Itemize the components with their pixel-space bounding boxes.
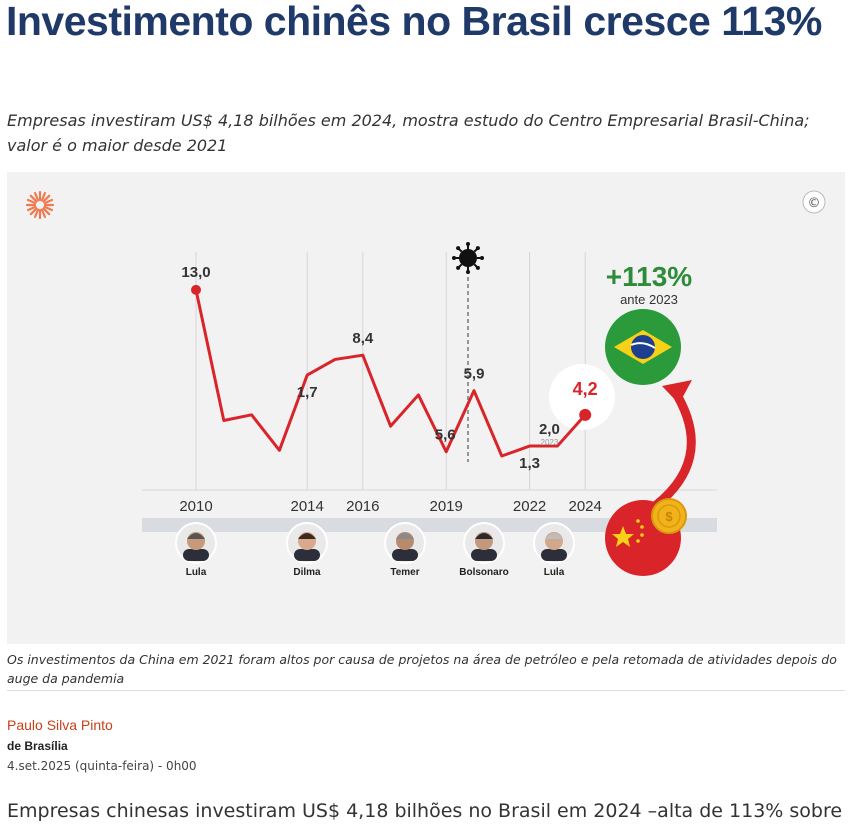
value-label-2014: 1,7: [297, 384, 318, 401]
value-label-2010: 13,0: [181, 264, 210, 281]
presidents-band: [142, 518, 717, 532]
value-label-2022: 1,3: [519, 455, 540, 472]
data-point-2024: [579, 408, 592, 421]
president-lula-4: Lula: [533, 522, 575, 578]
copyright-icon: [802, 190, 826, 214]
virus-icon: [452, 242, 484, 274]
value-label-2020: 5,9: [464, 366, 485, 383]
headline: Investimento chinês no Brasil cresce 113…: [6, 0, 822, 44]
value-label-2019: 5,6: [435, 427, 456, 444]
coin-icon: $: [651, 498, 687, 534]
article-body: Empresas chinesas investiram US$ 4,18 bi…: [7, 800, 848, 822]
x-tick-2019: 2019: [430, 498, 463, 515]
growth-label: +113%: [606, 261, 693, 292]
infographic: © 13,0 1,7 8,4 5,6 5,9 1,3 2,0 2023 4,2 2010 2014…: [7, 172, 845, 644]
president-name: Dilma: [293, 567, 321, 578]
subheadline: Empresas investiram US$ 4,18 bilhões em …: [7, 111, 810, 155]
data-point-2010: [191, 284, 201, 295]
president-dilma-1: Dilma: [286, 522, 328, 578]
author-link[interactable]: Paulo Silva Pinto: [7, 717, 113, 733]
arrow-head-icon: [662, 380, 692, 404]
arrow-icon: [642, 385, 696, 517]
value-label-2016: 8,4: [352, 330, 374, 347]
brazil-flag-icon: [605, 309, 681, 385]
logo-burst-icon: [25, 190, 55, 220]
image-caption: Os investimentos da China em 2021 foram …: [7, 652, 837, 686]
president-name: Temer: [390, 567, 419, 578]
value-label-2023: 2,0: [539, 421, 560, 438]
president-temer-2: Temer: [384, 522, 426, 578]
president-name: Bolsonaro: [459, 567, 508, 578]
x-tick-2014: 2014: [291, 498, 324, 515]
publish-date: 4.set.2025 (quinta-feira) - 0h00: [7, 759, 197, 773]
series-line: [194, 289, 587, 458]
copyright-symbol: ©: [808, 196, 821, 211]
x-tick-2010: 2010: [179, 498, 212, 515]
x-tick-2022: 2022: [513, 498, 546, 515]
value-label-2024: 4,2: [573, 379, 598, 399]
president-name: Lula: [186, 567, 207, 578]
dateline-location: de Brasília: [7, 739, 68, 753]
value-sublabel-2023: 2023: [541, 438, 559, 447]
president-lula-0: Lula: [175, 522, 217, 578]
growth-sublabel: ante 2023: [620, 292, 678, 307]
x-tick-2024: 2024: [569, 498, 602, 515]
svg-text:$: $: [665, 509, 673, 524]
president-bolsonaro-3: Bolsonaro: [459, 522, 509, 578]
highlight-circle: [549, 364, 615, 430]
divider: [7, 690, 845, 691]
x-tick-2016: 2016: [346, 498, 379, 515]
president-name: Lula: [544, 567, 565, 578]
